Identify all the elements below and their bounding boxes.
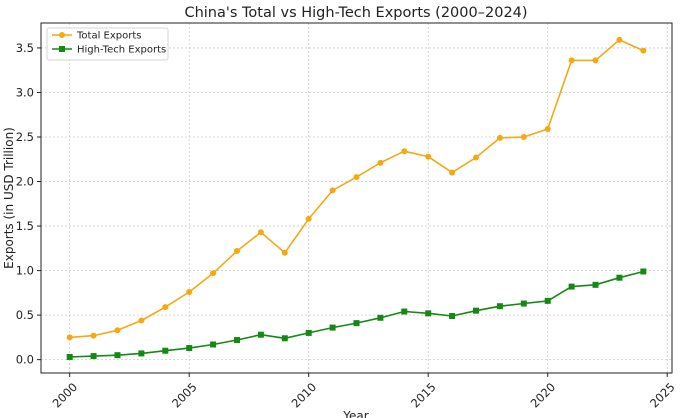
y-tick-label: 2.0 bbox=[16, 175, 34, 189]
legend-label: High-Tech Exports bbox=[77, 45, 166, 56]
data-point-circle bbox=[616, 36, 623, 43]
data-point-square bbox=[449, 313, 456, 320]
data-point-square bbox=[496, 303, 503, 310]
data-point-square bbox=[233, 337, 240, 344]
legend-marker-circle bbox=[59, 32, 65, 38]
data-point-circle bbox=[377, 159, 384, 166]
data-point-square bbox=[616, 274, 623, 281]
series-line-high-tech-exports bbox=[69, 270, 644, 358]
legend-marker-square bbox=[59, 46, 65, 52]
y-tick-label: 3.0 bbox=[16, 85, 34, 99]
data-point-circle bbox=[568, 57, 575, 64]
y-tick-label: 1.0 bbox=[16, 264, 34, 278]
y-tick-label: 0.0 bbox=[16, 353, 34, 367]
data-point-circle bbox=[281, 249, 288, 256]
data-point-circle bbox=[449, 169, 456, 176]
data-point-square bbox=[473, 307, 480, 314]
y-tick-label: 2.5 bbox=[16, 130, 34, 144]
x-tick-label: 2020 bbox=[528, 380, 559, 411]
x-axis-label: Year bbox=[342, 409, 368, 418]
data-point-square bbox=[210, 341, 217, 348]
legend: Total Exports High-Tech Exports bbox=[46, 27, 169, 61]
data-point-circle bbox=[401, 148, 408, 155]
data-point-circle bbox=[233, 247, 240, 254]
grid bbox=[41, 23, 672, 373]
x-tick-label: 2025 bbox=[647, 380, 678, 411]
data-point-square bbox=[281, 335, 288, 342]
y-tick-label: 1.5 bbox=[16, 219, 34, 233]
data-point-circle bbox=[257, 229, 264, 236]
data-point-circle bbox=[640, 47, 647, 54]
plot-area bbox=[40, 22, 673, 374]
data-point-square bbox=[257, 331, 264, 338]
data-point-circle bbox=[592, 57, 599, 64]
legend-label: Total Exports bbox=[76, 31, 141, 42]
series-group bbox=[66, 36, 647, 360]
y-axis-label: Exports (in USD Trillion) bbox=[2, 127, 16, 269]
chart-title: China's Total vs High-Tech Exports (2000… bbox=[184, 5, 527, 21]
data-point-square bbox=[138, 350, 145, 357]
y-tick-label: 3.5 bbox=[16, 41, 34, 55]
data-point-circle bbox=[473, 154, 480, 161]
data-point-square bbox=[401, 308, 408, 315]
data-point-circle bbox=[329, 187, 336, 194]
data-point-square bbox=[329, 324, 336, 331]
data-point-circle bbox=[138, 317, 145, 324]
data-point-square bbox=[568, 283, 575, 290]
data-point-square bbox=[66, 353, 73, 360]
data-point-square bbox=[186, 345, 193, 352]
series-line-total-exports bbox=[69, 39, 644, 339]
data-point-circle bbox=[496, 134, 503, 141]
data-point-square bbox=[162, 347, 169, 354]
data-point-circle bbox=[66, 334, 73, 341]
data-point-square bbox=[305, 329, 312, 336]
data-point-square bbox=[114, 352, 121, 359]
data-point-circle bbox=[162, 304, 169, 311]
data-point-square bbox=[640, 268, 647, 275]
y-tick-label: 0.5 bbox=[16, 308, 34, 322]
data-point-circle bbox=[544, 125, 551, 132]
x-tick-label: 2010 bbox=[289, 380, 320, 411]
x-tick-label: 2015 bbox=[408, 380, 439, 411]
data-point-circle bbox=[353, 174, 360, 181]
x-tick-label: 2005 bbox=[169, 380, 200, 411]
data-point-square bbox=[90, 353, 97, 360]
data-point-circle bbox=[186, 288, 193, 295]
data-point-circle bbox=[210, 270, 217, 277]
data-point-circle bbox=[114, 327, 121, 334]
data-point-square bbox=[592, 281, 599, 288]
data-point-square bbox=[377, 314, 384, 321]
data-point-square bbox=[520, 300, 527, 307]
data-point-circle bbox=[305, 215, 312, 222]
legend-box bbox=[46, 27, 169, 61]
data-point-square bbox=[544, 297, 551, 304]
x-tick-label: 2000 bbox=[50, 380, 81, 411]
data-point-circle bbox=[425, 153, 432, 160]
data-point-square bbox=[353, 320, 360, 327]
data-point-square bbox=[425, 310, 432, 317]
data-point-circle bbox=[90, 332, 97, 339]
data-point-circle bbox=[520, 133, 527, 140]
